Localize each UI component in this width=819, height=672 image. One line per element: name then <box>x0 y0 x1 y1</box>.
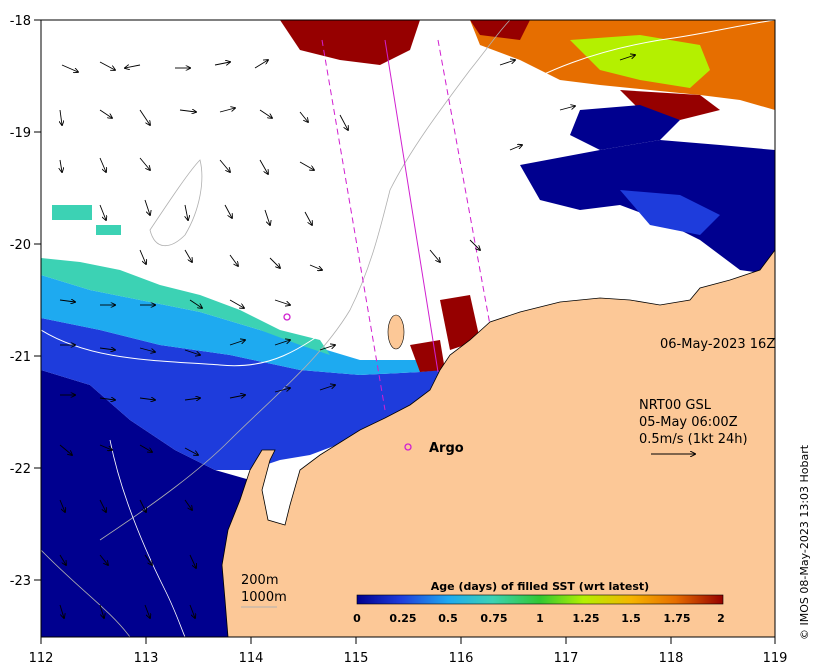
colorbar-tick-15: 1.5 <box>621 612 641 625</box>
y-tick-23: -23 <box>10 574 31 589</box>
colorbar-title: Age (days) of filled SST (wrt latest) <box>431 580 649 593</box>
colorbar-tick-125: 1.25 <box>572 612 599 625</box>
argo-label: Argo <box>429 441 464 456</box>
current-vectors <box>60 55 635 618</box>
x-tick-114: 114 <box>239 651 264 666</box>
colorbar-tick-0: 0 <box>353 612 361 625</box>
y-tick-20: -20 <box>10 238 31 253</box>
colorbar-tick-075: 0.75 <box>480 612 507 625</box>
sst-age-region-0 <box>41 370 255 637</box>
x-tick-118: 118 <box>659 651 684 666</box>
sst-age-region-05 <box>41 275 440 375</box>
current-time-label: 05-May 06:00Z <box>639 415 738 430</box>
colorbar-tick-2: 2 <box>717 612 725 625</box>
copyright-notice: © IMOS 08-May-2023 13:03 Hobart <box>798 444 811 640</box>
current-source-label: NRT00 GSL <box>639 398 712 413</box>
x-tick-119: 119 <box>763 651 788 666</box>
plot-frame <box>40 19 776 638</box>
sat-track-right <box>437 39 491 326</box>
map-timestamp: 06-May-2023 16Z <box>660 337 775 352</box>
isobath-1000m-label: 1000m <box>241 590 287 605</box>
colorbar-gradient <box>356 594 724 605</box>
current-scale-label: 0.5m/s (1kt 24h) <box>639 432 748 447</box>
y-tick-19: -19 <box>10 126 31 141</box>
sst-age-region-075 <box>41 258 330 355</box>
x-tick-112: 112 <box>29 651 54 666</box>
argo-legend-marker <box>404 443 412 451</box>
colorbar-tick-05: 0.5 <box>438 612 458 625</box>
y-tick-21: -21 <box>10 350 31 365</box>
colorbar-tick-1: 1 <box>536 612 544 625</box>
y-tick-18: -18 <box>10 14 31 29</box>
sat-track-centre <box>384 39 439 373</box>
argo-float-marker[interactable] <box>283 313 291 321</box>
y-tick-22: -22 <box>10 462 31 477</box>
sat-track-left <box>321 39 386 411</box>
x-tick-115: 115 <box>344 651 369 666</box>
x-tick-117: 117 <box>554 651 579 666</box>
barrow-island <box>387 314 405 350</box>
isobath-200m <box>41 20 775 367</box>
x-tick-116: 116 <box>449 651 474 666</box>
x-tick-113: 113 <box>134 651 159 666</box>
isobath-200m-label: 200m <box>241 573 278 588</box>
colorbar: Age (days) of filled SST (wrt latest) 0 … <box>353 580 725 625</box>
axis-ticks <box>34 19 776 644</box>
colorbar-tick-175: 1.75 <box>663 612 690 625</box>
sst-age-region-125 <box>570 35 710 88</box>
land-mass <box>222 250 775 637</box>
colorbar-tick-025: 0.25 <box>389 612 416 625</box>
sst-age-region-2 <box>280 20 420 65</box>
isobath-1000m <box>41 20 511 637</box>
